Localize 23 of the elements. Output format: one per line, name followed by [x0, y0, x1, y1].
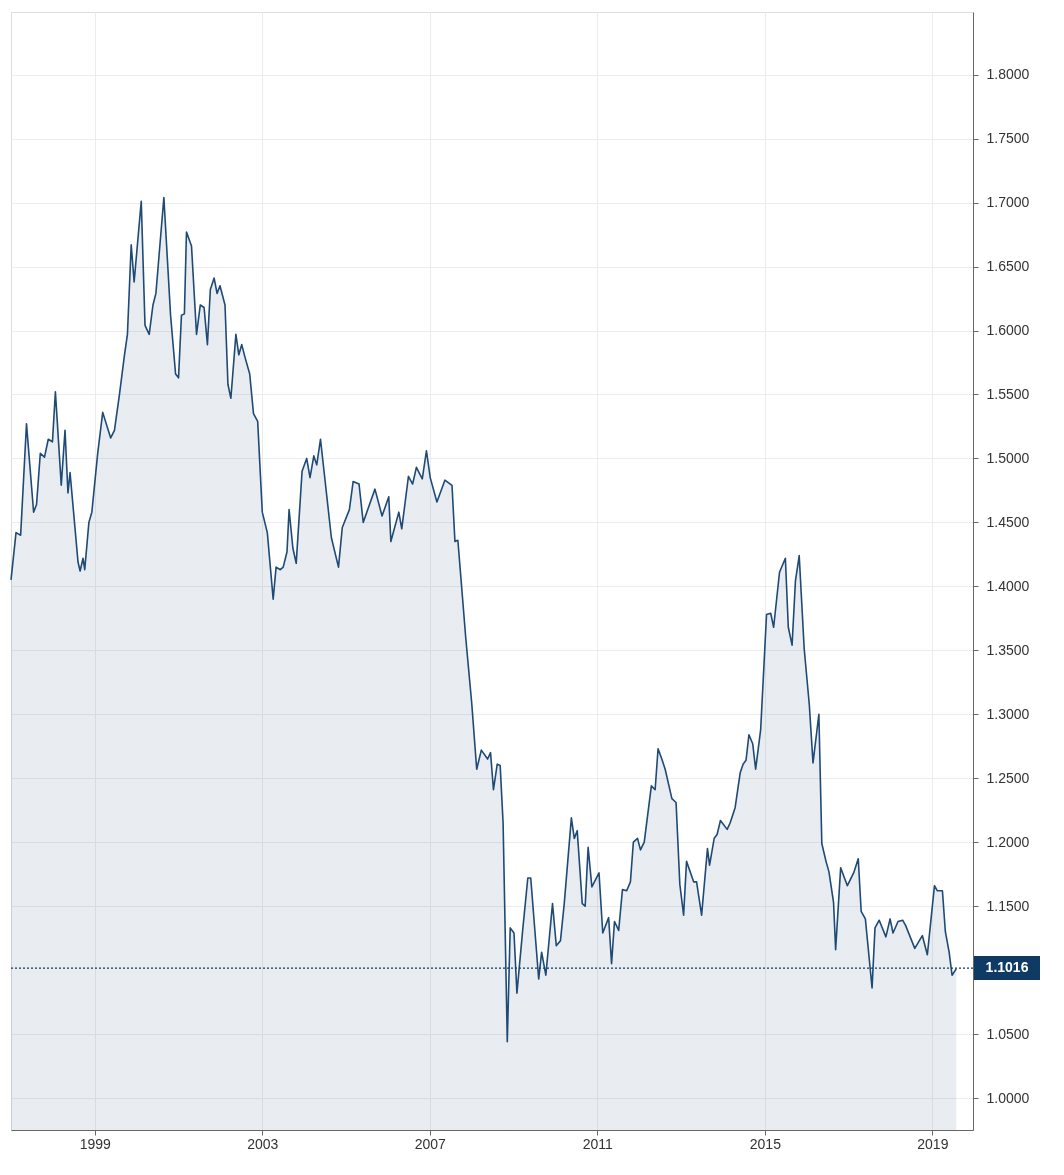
y-tick-label: 1.2000 — [986, 833, 1030, 850]
x-tick-label: 2003 — [247, 1135, 279, 1152]
x-tick-label: 2011 — [582, 1135, 614, 1152]
ref-line-label: 1.1016 — [985, 959, 1029, 976]
y-tick-label: 1.3500 — [986, 641, 1030, 658]
y-tick-label: 1.5000 — [986, 449, 1030, 466]
y-tick-label: 1.7500 — [986, 130, 1030, 147]
y-tick-label: 1.0000 — [986, 1089, 1030, 1106]
x-tick-label: 2019 — [917, 1135, 949, 1152]
y-tick-label: 1.4500 — [986, 513, 1030, 530]
y-tick-label: 1.6000 — [986, 322, 1030, 339]
y-tick-label: 1.2500 — [986, 769, 1030, 786]
y-tick-label: 1.5500 — [986, 385, 1030, 402]
x-tick-label: 2007 — [414, 1135, 447, 1152]
y-tick-label: 1.3000 — [986, 705, 1030, 722]
y-tick-label: 1.8000 — [986, 66, 1030, 83]
y-tick-label: 1.6500 — [986, 258, 1030, 275]
y-tick-label: 1.1500 — [986, 897, 1030, 914]
y-tick-label: 1.4000 — [986, 577, 1030, 594]
x-tick-label: 2015 — [749, 1135, 782, 1152]
y-tick-label: 1.7000 — [986, 194, 1030, 211]
y-tick-label: 1.0500 — [986, 1025, 1030, 1042]
x-tick-label: 1999 — [79, 1135, 112, 1152]
